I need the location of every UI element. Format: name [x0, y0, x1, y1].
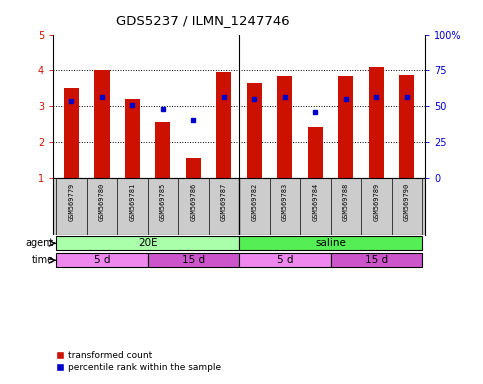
Text: GSM569782: GSM569782	[251, 183, 257, 221]
Text: 15 d: 15 d	[182, 255, 205, 265]
Bar	[56, 253, 148, 267]
Text: GSM569780: GSM569780	[99, 183, 105, 221]
Bar	[56, 236, 239, 250]
Text: GSM569787: GSM569787	[221, 183, 227, 221]
Bar	[239, 236, 422, 250]
Bar	[64, 88, 79, 178]
Text: GSM569785: GSM569785	[160, 183, 166, 221]
Bar	[239, 253, 330, 267]
Text: GSM569783: GSM569783	[282, 183, 288, 221]
Bar	[369, 67, 384, 178]
Text: GSM569779: GSM569779	[69, 183, 74, 221]
Text: 5 d: 5 d	[94, 255, 110, 265]
Bar	[330, 253, 422, 267]
Bar	[277, 76, 292, 178]
Text: GSM569789: GSM569789	[373, 183, 379, 221]
Text: GSM569790: GSM569790	[404, 183, 410, 221]
Text: time: time	[31, 255, 54, 265]
Text: GSM569786: GSM569786	[190, 183, 197, 221]
Text: saline: saline	[315, 238, 346, 248]
Text: 20E: 20E	[138, 238, 157, 248]
Text: GSM569784: GSM569784	[313, 183, 318, 221]
Bar	[338, 76, 354, 178]
Bar	[399, 75, 414, 178]
Legend: transformed count, percentile rank within the sample: transformed count, percentile rank withi…	[53, 348, 225, 376]
Bar	[94, 70, 110, 178]
Bar	[186, 158, 201, 178]
Bar	[216, 71, 231, 178]
Bar	[148, 253, 239, 267]
Bar	[247, 83, 262, 178]
Text: 5 d: 5 d	[277, 255, 293, 265]
Bar	[155, 122, 170, 178]
Bar	[125, 99, 140, 178]
Text: GDS5237 / ILMN_1247746: GDS5237 / ILMN_1247746	[116, 14, 290, 27]
Text: 15 d: 15 d	[365, 255, 388, 265]
Bar	[308, 127, 323, 178]
Text: GSM569788: GSM569788	[343, 183, 349, 221]
Text: GSM569781: GSM569781	[129, 183, 135, 221]
Text: agent: agent	[25, 238, 54, 248]
